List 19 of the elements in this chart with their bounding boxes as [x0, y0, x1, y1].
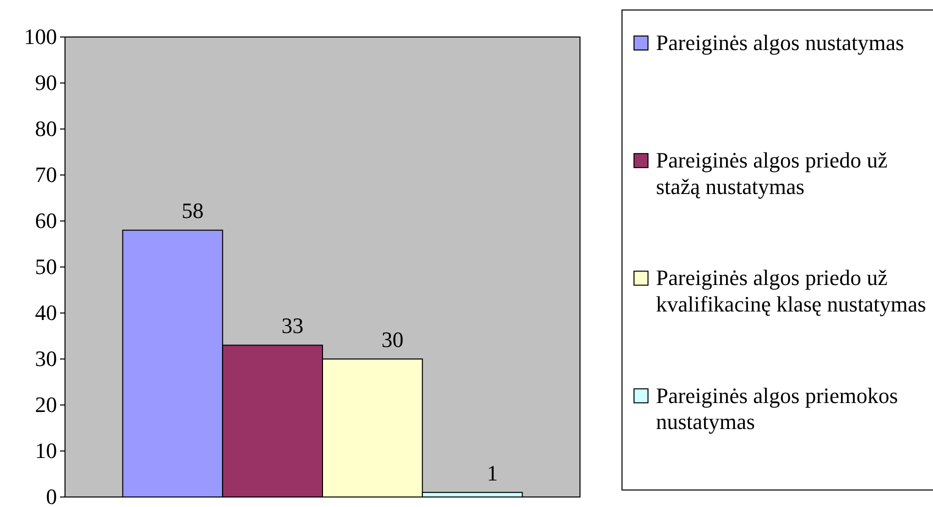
legend-label: Pareiginės algos priedo už kvalifikacinę klasę nustatymas — [656, 265, 926, 317]
y-tick-label: 90 — [35, 70, 57, 96]
data-label: 33 — [282, 313, 304, 338]
y-tick-label: 80 — [35, 116, 57, 142]
y-tick-label: 100 — [24, 24, 57, 50]
y-tick-label: 50 — [35, 254, 57, 280]
data-label: 1 — [486, 460, 498, 486]
y-tick-label: 0 — [46, 484, 57, 507]
y-tick-label: 40 — [35, 300, 57, 326]
legend-label: Pareiginės algos nustatymas — [656, 30, 904, 55]
y-tick-label: 20 — [35, 392, 57, 418]
y-tick-label: 10 — [35, 438, 57, 464]
y-tick-label: 30 — [35, 346, 57, 372]
data-label: 58 — [182, 198, 204, 224]
legend-label: Pareiginės algos priemokos nustatymas — [656, 382, 898, 434]
y-tick-label: 60 — [35, 208, 57, 234]
legend-label: Pareiginės algos priedo už stažą nustatymas — [656, 148, 888, 199]
y-tick-label: 70 — [35, 162, 57, 188]
data-label: 30 — [381, 327, 404, 352]
